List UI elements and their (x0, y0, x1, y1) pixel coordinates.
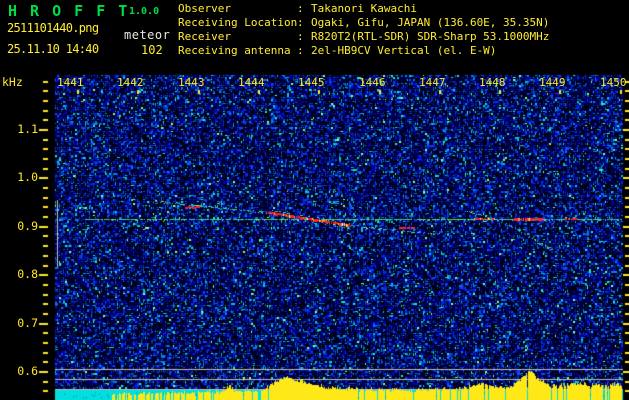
info-colon: : (297, 16, 304, 29)
khz-axis-label: kHz (2, 75, 23, 89)
info-row: Observer: Takanori Kawachi (178, 2, 628, 16)
app-version: 1.0.0 (129, 6, 160, 17)
freq-tick-label: 1.0 (17, 170, 38, 185)
info-row: Receiver: R820T2(RTL-SDR) SDR-Sharp 53.10… (178, 30, 628, 44)
time-tick-label: 1450 (600, 76, 627, 89)
freq-tick-label: 0.7 (17, 315, 38, 330)
time-tick-label: 1448 (479, 76, 506, 89)
time-tick-label: 1445 (298, 76, 325, 89)
mode-label: meteor (124, 28, 171, 42)
info-label: Receiving antenna (178, 44, 291, 57)
info-label: Receiving Location (178, 16, 298, 29)
filename: 2511101440.png (7, 21, 99, 35)
datetime: 25.11.10 14:40 (7, 42, 99, 56)
time-tick-label: 1444 (238, 76, 265, 89)
time-tick-label: 1446 (359, 76, 386, 89)
freq-tick-label: 0.9 (17, 218, 38, 233)
info-row: Receiving antenna:2el-HB9CV Vertical (el… (178, 44, 628, 58)
info-colon: : (297, 2, 304, 15)
time-tick-label: 1442 (117, 76, 144, 89)
info-label: Receiver (178, 30, 231, 43)
info-value: Ogaki, Gifu, JAPAN (136.60E, 35.35N) (311, 16, 550, 29)
receiver-info: Observer: Takanori Kawachi Receiving Locat… (178, 2, 628, 58)
freq-tick-label: 1.1 (17, 122, 38, 136)
info-colon: : (297, 30, 304, 43)
info-value: 2el-HB9CV Vertical (el. E-W) (311, 44, 497, 57)
time-tick-label: 1443 (178, 76, 205, 89)
echo-count: 102 (141, 43, 163, 57)
info-value: Takanori Kawachi (311, 2, 417, 15)
time-tick-label: 1447 (419, 76, 446, 89)
info-colon: : (297, 44, 304, 57)
info-label: Observer (178, 2, 231, 15)
time-tick-label: 1441 (57, 76, 84, 89)
time-tick-label: 1449 (539, 76, 566, 89)
app-title: H R O F F T (8, 2, 130, 20)
freq-tick-label: 0.8 (17, 267, 38, 282)
info-row: Receiving Location: Ogaki, Gifu, JAPAN (1… (178, 16, 628, 30)
freq-tick-label: 0.6 (17, 364, 38, 378)
info-value: R820T2(RTL-SDR) SDR-Sharp 53.1000MHz (311, 30, 550, 43)
